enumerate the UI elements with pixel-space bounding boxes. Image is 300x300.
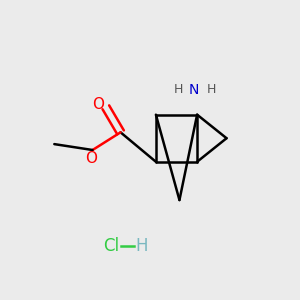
Text: H: H [173,83,183,96]
Text: Cl: Cl [103,237,119,255]
Text: O: O [92,98,104,112]
Text: O: O [85,151,97,166]
Text: N: N [189,82,200,97]
Text: H: H [136,237,148,255]
Text: H: H [207,83,217,96]
